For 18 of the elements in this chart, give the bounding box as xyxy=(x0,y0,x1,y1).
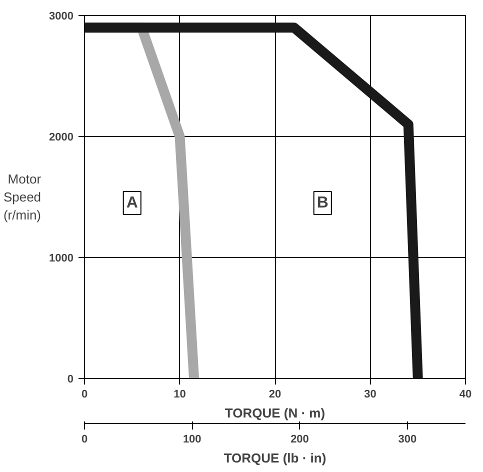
x2-tick-label: 300 xyxy=(398,434,417,446)
annotation: A xyxy=(126,194,138,212)
y-tick-label: 3000 xyxy=(49,10,74,22)
y-tick-label: 1000 xyxy=(49,252,74,264)
annotation: B xyxy=(316,194,328,212)
x2-tick-label: 0 xyxy=(81,434,88,446)
x2-axis-title: TORQUE (lb · in) xyxy=(224,450,326,466)
x-tick-label: 10 xyxy=(174,388,186,400)
x-tick-label: 20 xyxy=(268,388,282,400)
x-axis-title: TORQUE (N · m) xyxy=(224,406,326,420)
y-axis-title: Motor Speed (r/min) xyxy=(3,172,42,222)
x-tick-label: 0 xyxy=(81,388,88,400)
x2-tick-label: 100 xyxy=(182,434,202,446)
x-tick-label: 30 xyxy=(364,388,376,400)
y-tick-label: 0 xyxy=(67,374,74,386)
y-tick-label: 2000 xyxy=(49,132,74,144)
x-tick-label: 40 xyxy=(459,388,472,400)
x2-tick-label: 200 xyxy=(290,434,309,446)
